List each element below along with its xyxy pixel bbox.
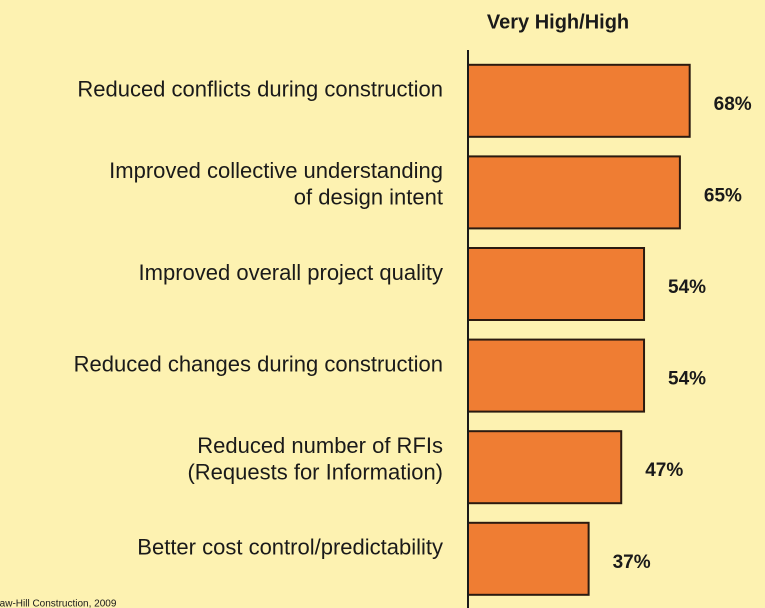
category-label: Reduced changes during construction	[74, 351, 443, 376]
category-label: Better cost control/predictability	[137, 535, 443, 560]
value-label: 37%	[613, 552, 651, 573]
category-label: Improved overall project quality	[139, 260, 443, 285]
source-note: Source: McGraw-Hill Construction, 2009	[0, 599, 117, 608]
value-label: 47%	[645, 460, 683, 481]
bar	[467, 430, 623, 505]
bar	[467, 63, 691, 138]
bar	[467, 521, 590, 596]
category-label: Reduced number of RFIs (Requests for Info…	[187, 433, 443, 484]
category-label: Reduced conflicts during construction	[77, 77, 443, 102]
category-label: Improved collective understanding of desi…	[109, 158, 443, 209]
bar	[467, 338, 646, 413]
value-label: 54%	[668, 277, 706, 298]
value-label: 65%	[704, 185, 742, 206]
bar	[467, 247, 646, 321]
value-label: 54%	[668, 369, 706, 390]
value-label: 68%	[714, 94, 752, 115]
bar	[467, 155, 681, 230]
series-header: Very High/High	[487, 11, 629, 33]
